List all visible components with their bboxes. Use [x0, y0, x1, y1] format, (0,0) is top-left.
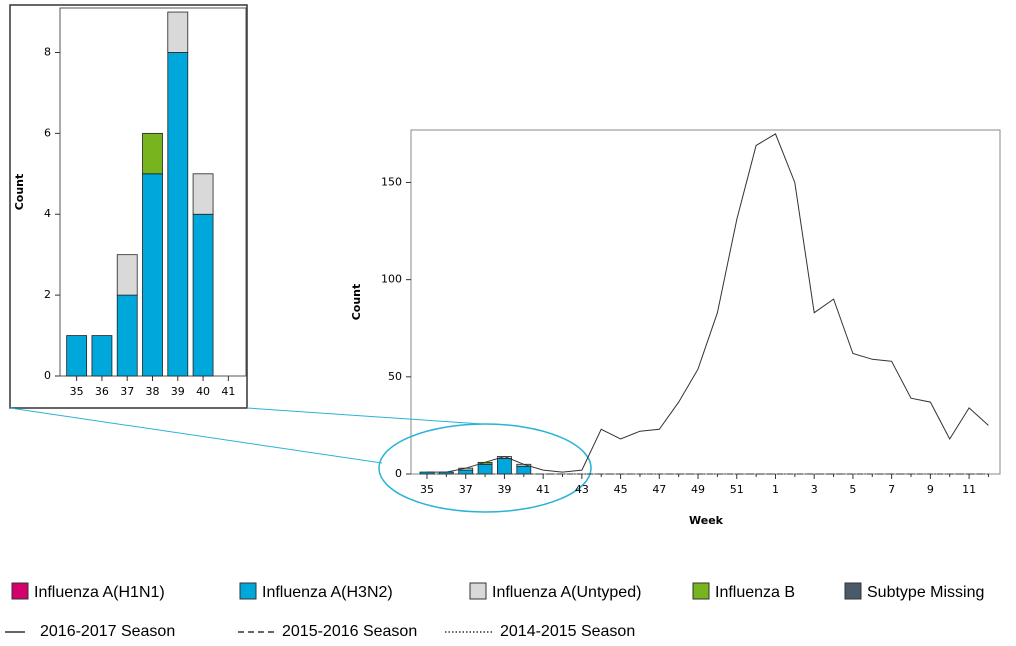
x-tick-label: 7: [888, 483, 895, 496]
x-tick-label: 1: [772, 483, 779, 496]
bar-segment: [516, 465, 532, 475]
bar-segment: [66, 335, 88, 377]
x-tick-label: 51: [730, 483, 744, 496]
x-tick-label: 38: [146, 385, 160, 398]
main-plot-frame: [410, 129, 1001, 475]
legend-label: Influenza A(Untyped): [492, 584, 641, 601]
legend-label: Influenza A(H3N2): [262, 584, 393, 601]
legend-label: Influenza A(H1N1): [34, 584, 165, 601]
legend-label: 2014-2015 Season: [500, 623, 635, 640]
bar-segment: [167, 52, 189, 377]
x-tick-label: 43: [575, 483, 589, 496]
bar-segment: [142, 173, 163, 377]
legend-swatch: [844, 582, 862, 600]
bar-segment: [458, 469, 474, 475]
bar-segment: [142, 132, 163, 175]
zoom-connector: [9, 407, 383, 464]
x-tick-label: 40: [196, 385, 210, 398]
x-tick-label: 11: [962, 483, 976, 496]
y-tick-label: 2: [44, 288, 51, 301]
x-tick-label: 35: [420, 483, 434, 496]
x-tick-label: 41: [536, 483, 550, 496]
x-tick-label: 45: [614, 483, 628, 496]
legend-label: Influenza B: [715, 584, 795, 601]
bar-segment: [116, 254, 138, 296]
legend-label: 2015-2016 Season: [282, 623, 417, 640]
y-axis-label: Count: [350, 284, 363, 321]
x-tick-label: 5: [849, 483, 856, 496]
zoom-ellipse: [378, 423, 592, 513]
y-tick-label: 8: [44, 45, 51, 58]
zoom-connector: [246, 407, 483, 425]
x-tick-label: 3: [811, 483, 818, 496]
bar-segment: [477, 463, 493, 475]
x-tick-label: 39: [497, 483, 511, 496]
y-tick-label: 0: [395, 467, 402, 480]
y-tick-label: 6: [44, 126, 51, 139]
y-tick-label: 50: [388, 370, 402, 383]
legend-swatch: [469, 582, 487, 600]
y-tick-label: 100: [381, 273, 402, 286]
bar-segment: [91, 335, 113, 377]
y-tick-label: 0: [44, 369, 51, 382]
legend-swatch: [239, 582, 257, 600]
x-tick-label: 37: [120, 385, 134, 398]
x-tick-label: 47: [652, 483, 666, 496]
x-tick-label: 37: [459, 483, 473, 496]
bar-segment: [192, 213, 214, 377]
x-tick-label: 41: [221, 385, 235, 398]
x-tick-label: 9: [927, 483, 934, 496]
bar-segment: [192, 173, 214, 215]
legend-label: 2016-2017 Season: [40, 623, 175, 640]
legend-swatch: [11, 582, 29, 600]
x-tick-label: 39: [171, 385, 185, 398]
x-tick-label: 36: [95, 385, 109, 398]
legend-swatch: [692, 582, 710, 600]
y-tick-label: 4: [44, 207, 51, 220]
y-axis-label: Count: [13, 174, 26, 211]
legend-label: Subtype Missing: [867, 584, 984, 601]
x-axis-label: Week: [689, 514, 724, 527]
bar-segment: [167, 11, 189, 53]
x-tick-label: 35: [70, 385, 84, 398]
bar-segment: [497, 458, 512, 475]
y-tick-label: 150: [381, 175, 402, 188]
season-line: [427, 133, 989, 473]
x-tick-label: 49: [691, 483, 705, 496]
bar-segment: [116, 294, 138, 377]
